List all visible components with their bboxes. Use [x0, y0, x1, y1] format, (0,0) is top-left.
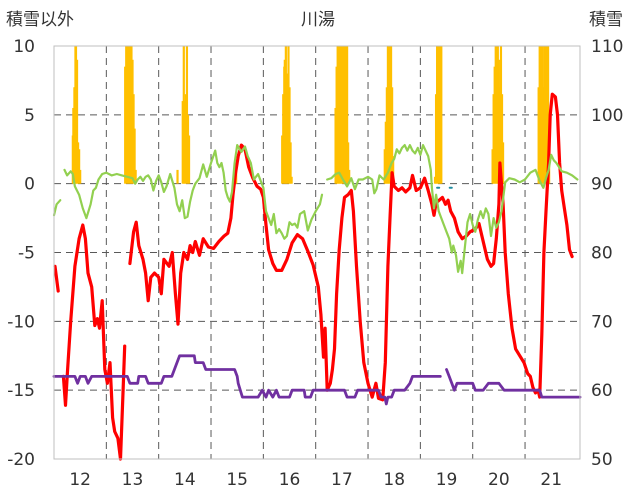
snow-bar — [289, 142, 292, 184]
right-axis-title: 積雪 — [589, 10, 623, 30]
snow-bar — [75, 59, 79, 184]
left-y-tick-label: 0 — [24, 175, 35, 195]
right-y-tick-label: 70 — [591, 312, 613, 332]
red-series-line — [61, 223, 127, 461]
left-y-tick-label: -15 — [7, 381, 35, 401]
x-tick-label: 19 — [436, 470, 458, 490]
x-tick-label: 21 — [540, 470, 562, 490]
x-axis: 12 13 14 15 16 17 18 19 20 21 — [69, 470, 562, 490]
snow-bar — [440, 46, 443, 184]
x-tick-label: 12 — [69, 470, 91, 490]
series-lines — [52, 92, 582, 461]
snow-bar — [288, 87, 291, 184]
snow-bars — [71, 46, 551, 184]
green-series-line — [326, 144, 579, 275]
snow-bar — [347, 142, 350, 184]
right-y-tick-label: 60 — [591, 381, 613, 401]
x-tick-label: 20 — [488, 470, 510, 490]
snow-bar — [501, 142, 505, 184]
snow-bar — [392, 156, 395, 184]
x-tick-label: 15 — [226, 470, 248, 490]
snow-bar — [176, 169, 179, 184]
right-y-tick-label: 100 — [591, 106, 623, 126]
plot-area-frame — [53, 45, 581, 460]
left-y-tick-label: -5 — [18, 244, 35, 264]
green-series-line — [63, 144, 324, 240]
left-y-tick-label: -10 — [7, 312, 35, 332]
left-y-tick-label: 10 — [13, 37, 35, 57]
snow-bar — [391, 87, 394, 184]
snow-bar — [348, 169, 351, 184]
right-y-tick-label: 80 — [591, 244, 613, 264]
red-series-line — [53, 264, 60, 293]
x-tick-label: 14 — [174, 470, 196, 490]
red-series-line — [128, 92, 574, 402]
left-y-tick-label: -20 — [7, 450, 35, 470]
chart-title: 川湯 — [301, 10, 335, 30]
purple-series-line — [52, 354, 442, 406]
snow-bar — [134, 169, 137, 184]
purple-series-line — [445, 368, 582, 399]
x-tick-label: 17 — [331, 470, 353, 490]
snow-bar — [546, 46, 550, 184]
right-y-tick-label: 90 — [591, 175, 613, 195]
snow-bar — [290, 176, 293, 184]
snow-bar — [79, 169, 82, 184]
left-y-axis: 10 5 0 -5 -10 -15 -20 — [7, 37, 35, 470]
snow-bar — [345, 46, 349, 184]
green-series-line — [52, 199, 62, 217]
x-tick-label: 13 — [122, 470, 144, 490]
snow-bar — [78, 149, 81, 184]
x-tick-label: 16 — [279, 470, 301, 490]
right-y-tick-label: 110 — [591, 37, 623, 57]
left-axis-title: 積雪以外 — [6, 10, 74, 30]
snow-bar — [133, 128, 136, 184]
snow-bar — [187, 135, 191, 184]
right-y-axis: 110 100 90 80 70 60 50 — [591, 37, 623, 470]
x-tick-label: 18 — [383, 470, 405, 490]
snow-bar — [500, 94, 504, 184]
left-y-tick-label: 5 — [24, 106, 35, 126]
right-y-tick-label: 50 — [591, 450, 613, 470]
